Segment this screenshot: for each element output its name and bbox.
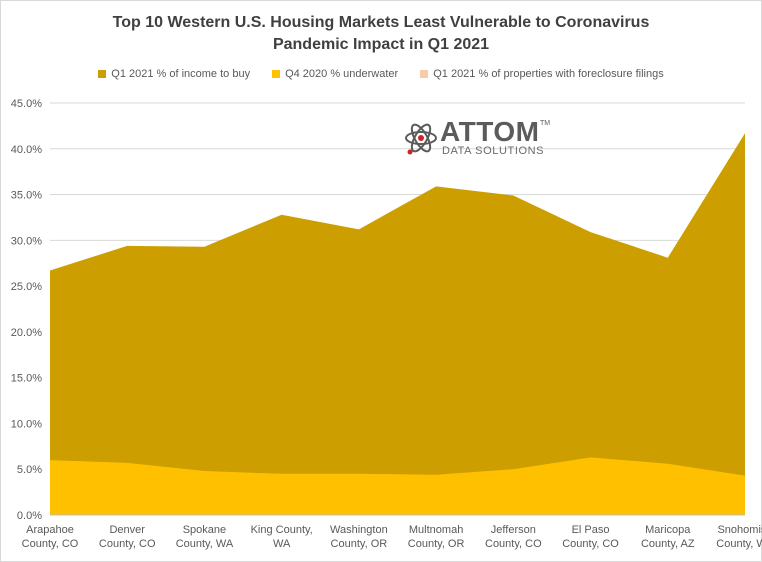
legend-swatch-underwater <box>272 70 281 78</box>
x-tick-label: County, WA <box>176 538 234 550</box>
x-tick-label: County, WA <box>716 538 762 550</box>
x-tick-label: Denver <box>109 524 145 536</box>
y-tick-label: 20.0% <box>11 327 42 339</box>
y-tick-label: 40.0% <box>11 144 42 156</box>
chart-title: Top 10 Western U.S. Housing Markets Leas… <box>0 12 762 56</box>
chart-title-line-1: Top 10 Western U.S. Housing Markets Leas… <box>112 14 650 31</box>
legend-swatch-income-to-buy <box>98 70 107 78</box>
y-tick-label: 45.0% <box>11 98 42 110</box>
attom-logo-tm: TM <box>540 120 551 127</box>
chart-title-line-2: Pandemic Impact in Q1 2021 <box>272 36 490 53</box>
x-tick-label: County, CO <box>99 538 156 550</box>
legend-item-foreclosure: Q1 2021 % of properties with foreclosure… <box>420 68 664 80</box>
attom-atom-icon <box>405 123 437 155</box>
x-tick-label: Washington <box>330 524 388 536</box>
y-tick-label: 0.0% <box>17 510 42 522</box>
y-tick-label: 5.0% <box>17 464 42 476</box>
x-tick-label: Spokane <box>183 524 226 536</box>
x-tick-label: Maricopa <box>645 524 691 536</box>
legend-swatch-foreclosure <box>420 70 429 78</box>
x-tick-label: Multnomah <box>409 524 463 536</box>
legend-item-income-to-buy: Q1 2021 % of income to buy <box>98 68 250 80</box>
attom-logo: ATTOM TM DATA SOLUTIONS <box>404 118 554 160</box>
x-tick-label: WA <box>273 538 291 550</box>
y-tick-label: 30.0% <box>11 235 42 247</box>
attom-logo-word: ATTOM <box>440 116 540 147</box>
y-tick-label: 15.0% <box>11 373 42 385</box>
series-area-income-to-buy <box>50 133 745 516</box>
x-tick-label: King County, <box>251 524 313 536</box>
y-tick-label: 10.0% <box>11 418 42 430</box>
x-tick-label: County, AZ <box>641 538 695 550</box>
x-tick-label: County, CO <box>562 538 619 550</box>
series-area-underwater <box>50 457 745 515</box>
chart-legend: Q1 2021 % of income to buy Q4 2020 % und… <box>0 68 762 80</box>
legend-item-underwater: Q4 2020 % underwater <box>272 68 398 80</box>
attom-logo-subtitle: DATA SOLUTIONS <box>442 145 545 157</box>
legend-label-underwater: Q4 2020 % underwater <box>285 68 399 80</box>
x-tick-label: Snohomish <box>717 524 762 536</box>
y-tick-label: 35.0% <box>11 190 42 202</box>
x-tick-label: County, OR <box>408 538 465 550</box>
x-tick-label: El Paso <box>572 524 610 536</box>
x-tick-label: Jefferson <box>491 524 536 536</box>
y-tick-label: 25.0% <box>11 281 42 293</box>
x-tick-label: County, CO <box>485 538 542 550</box>
x-tick-label: County, CO <box>22 538 79 550</box>
legend-label-income-to-buy: Q1 2021 % of income to buy <box>111 68 251 80</box>
x-tick-label: County, OR <box>331 538 388 550</box>
legend-label-foreclosure: Q1 2021 % of properties with foreclosure… <box>433 68 664 80</box>
x-tick-label: Arapahoe <box>26 524 74 536</box>
